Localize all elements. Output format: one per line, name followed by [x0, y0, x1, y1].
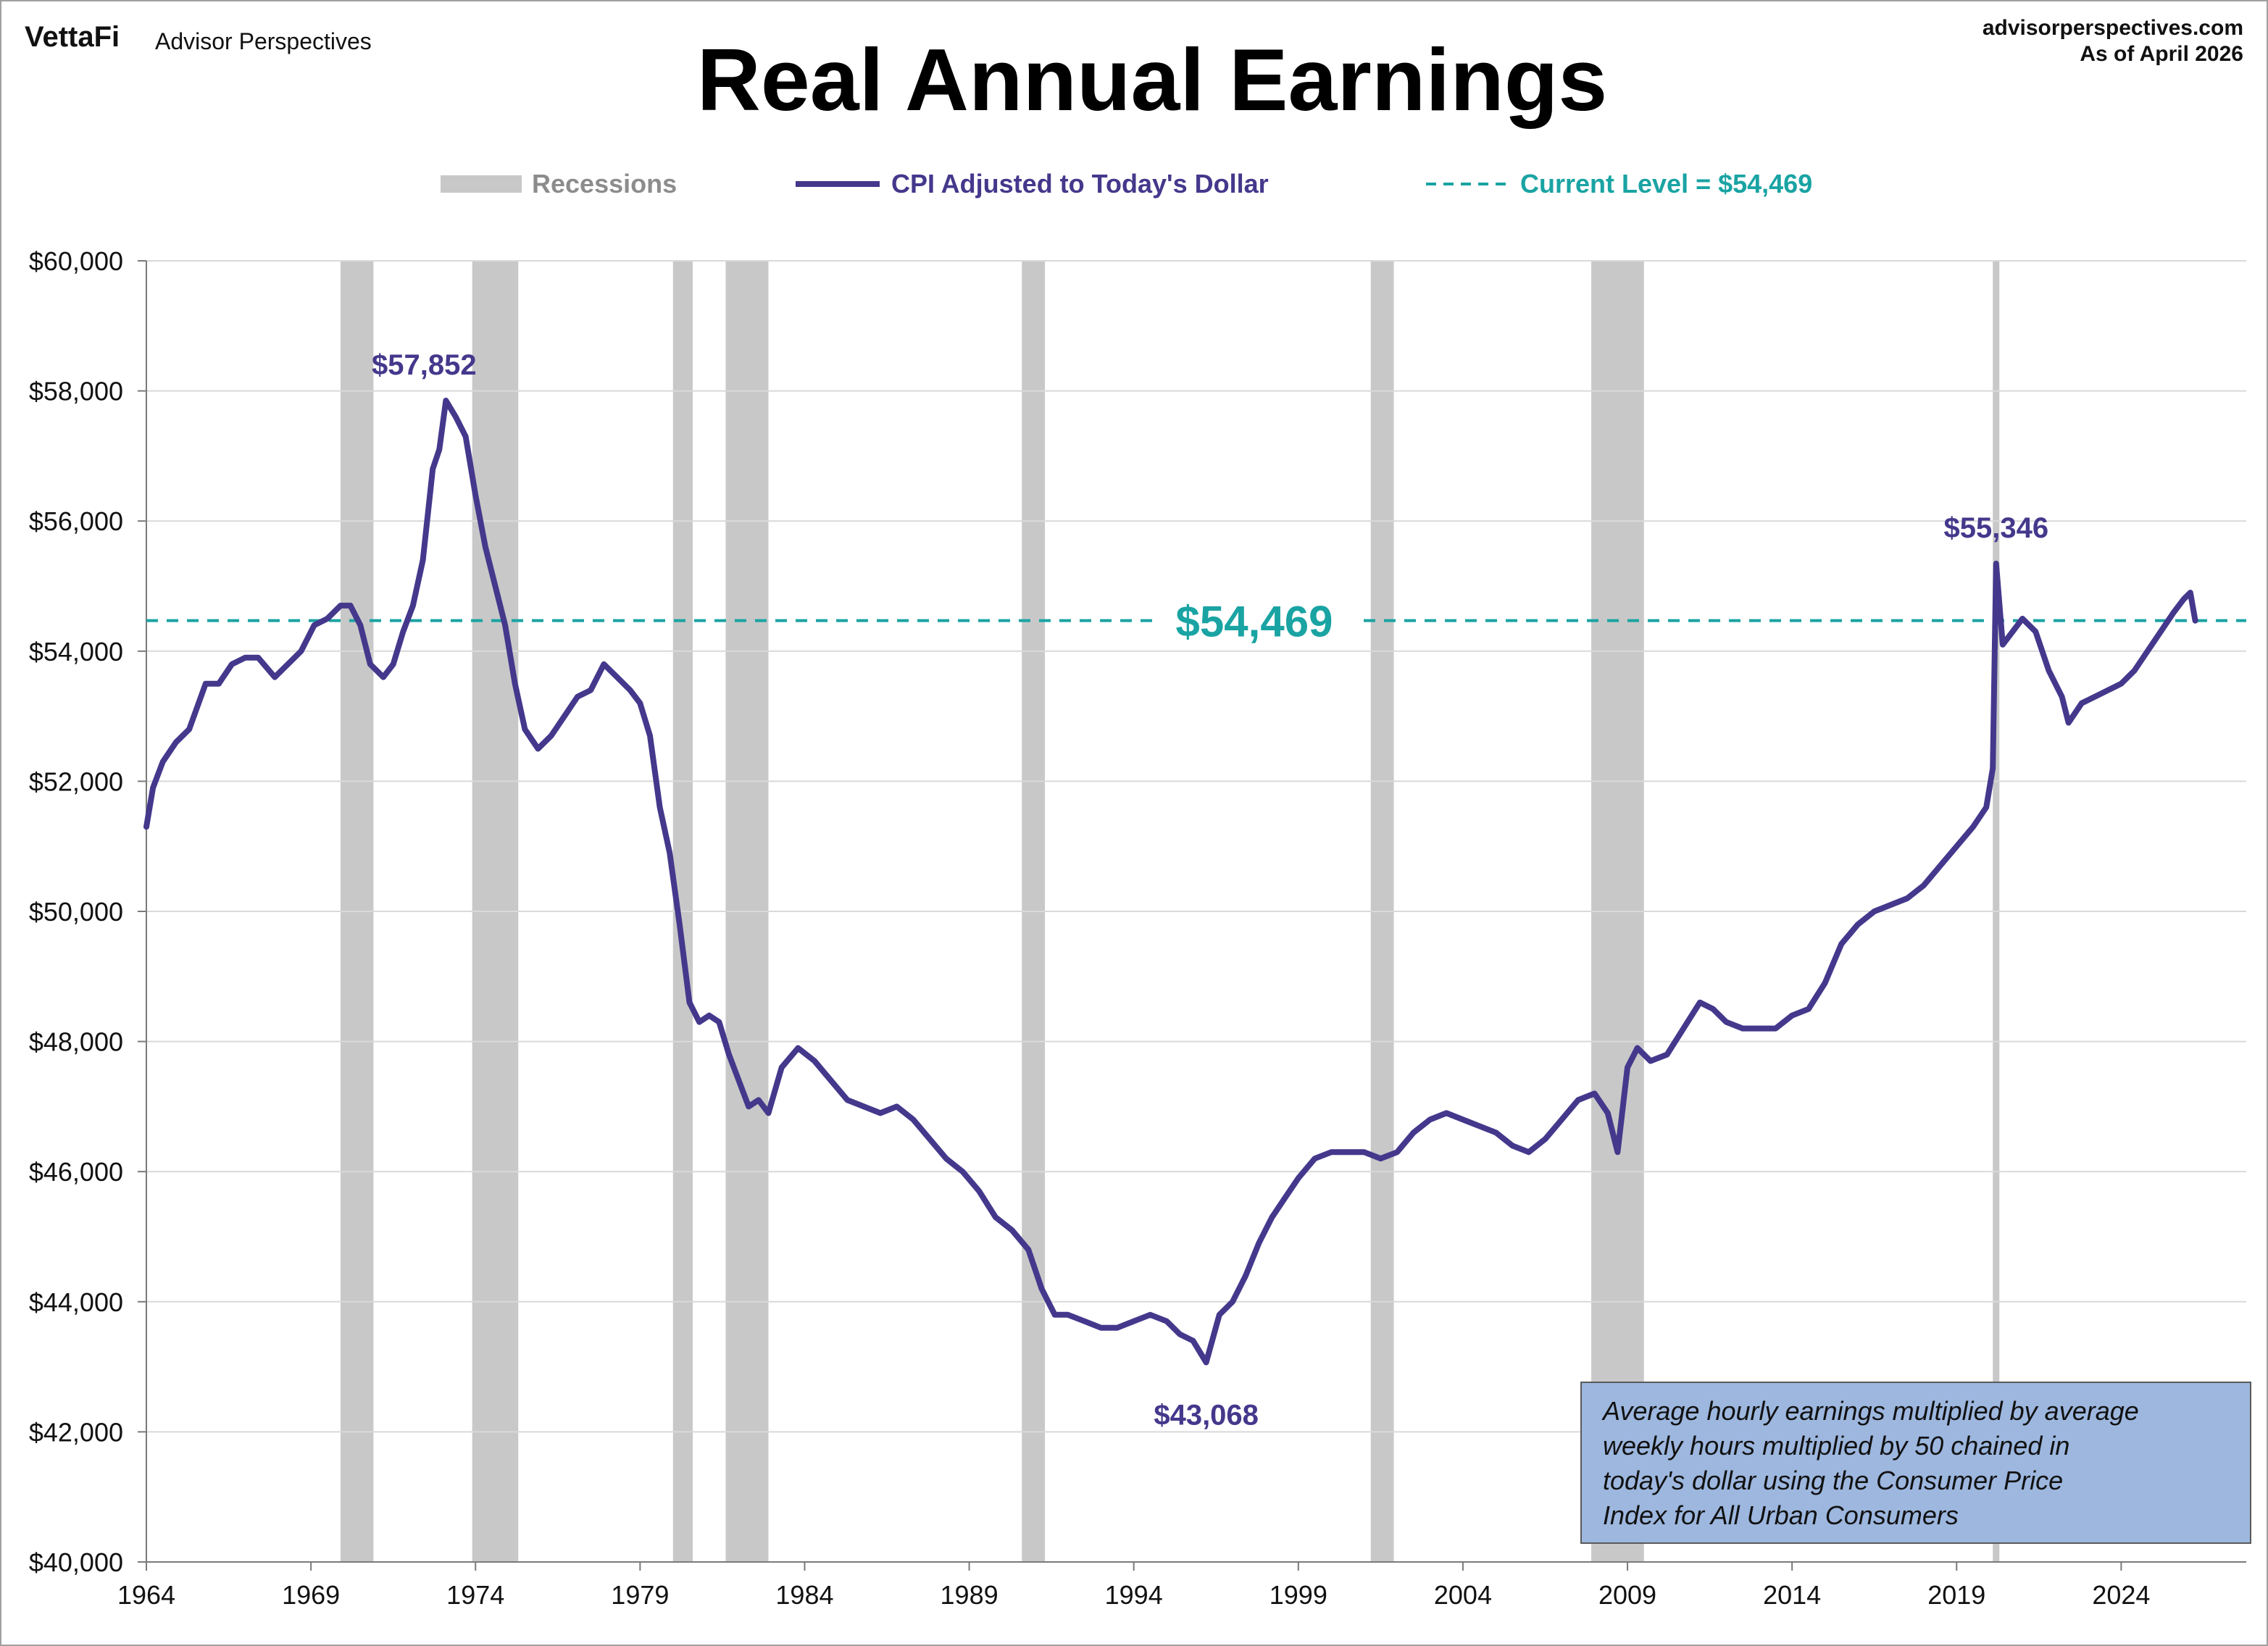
annotation-label-0: $57,852: [372, 349, 477, 381]
note-box: Average hourly earnings multiplied by av…: [1580, 1382, 2251, 1544]
chart-title: Real Annual Earnings: [697, 30, 1607, 129]
x-tick-label: 1964: [117, 1580, 175, 1610]
y-tick-label: $56,000: [29, 506, 123, 536]
current-level-label: $54,469: [1176, 598, 1333, 646]
current-level-group: $54,469: [146, 594, 2246, 647]
x-tick-label: 1974: [446, 1580, 504, 1610]
y-tick-label: $48,000: [29, 1027, 123, 1057]
annotation-label-1: $43,068: [1154, 1399, 1259, 1431]
series-line-0: [143, 397, 2198, 1366]
annotation-label-2: $55,346: [1943, 512, 2048, 544]
legend-recessions-label: Recessions: [532, 169, 677, 199]
y-tick-label: $54,000: [29, 637, 123, 667]
note-text: Average hourly earnings multiplied by av…: [1601, 1396, 2139, 1530]
note-line: today's dollar using the Consumer Price: [1603, 1466, 2063, 1495]
y-tick-label: $42,000: [29, 1417, 123, 1447]
x-tick-label: 1999: [1270, 1580, 1327, 1610]
x-tick-label: 2014: [1763, 1580, 1821, 1610]
as-of-date: As of April 2026: [2080, 42, 2243, 66]
legend-series-label: CPI Adjusted to Today's Dollar: [891, 169, 1269, 199]
y-tick-label: $46,000: [29, 1157, 123, 1187]
y-tick-label: $60,000: [29, 246, 123, 276]
x-tick-label: 2024: [2092, 1580, 2150, 1610]
legend-current-label: Current Level = $54,469: [1520, 169, 1812, 199]
advisor-perspectives-brand: Advisor Perspectives: [155, 28, 372, 54]
annotations: $57,852 $43,068 $55,346: [372, 349, 2048, 1432]
y-tick-label: $58,000: [29, 377, 123, 406]
y-tick-label: $40,000: [29, 1547, 123, 1577]
x-tick-label: 2004: [1434, 1580, 1492, 1610]
x-tick-label: 1994: [1105, 1580, 1163, 1610]
site-url: advisorperspectives.com: [1983, 16, 2243, 40]
x-tick-label: 1984: [775, 1580, 833, 1610]
note-line: Average hourly earnings multiplied by av…: [1601, 1396, 2139, 1426]
axes: $40,000 $42,000 $44,000 $46,000 $48,000 $50,0…: [29, 246, 2246, 1610]
legend-recessions-swatch: [441, 175, 522, 193]
note-line: Index for All Urban Consumers: [1603, 1500, 1959, 1530]
x-tick-label: 2019: [1927, 1580, 1985, 1610]
x-tick-label: 2009: [1598, 1580, 1656, 1610]
current-level-label-bg: [1153, 594, 1356, 647]
x-tick-label: 1979: [611, 1580, 669, 1610]
x-tick-label: 1969: [282, 1580, 340, 1610]
gridlines: [146, 260, 2246, 1433]
note-background: [1580, 1382, 2251, 1544]
x-tick-label: 1989: [941, 1580, 998, 1610]
legend: Recessions CPI Adjusted to Today's Dolla…: [441, 169, 1812, 199]
note-line: weekly hours multiplied by 50 chained in: [1603, 1431, 2069, 1461]
series-group: [143, 397, 2198, 1366]
y-tick-label: $50,000: [29, 897, 123, 927]
y-tick-label: $52,000: [29, 766, 123, 796]
y-tick-label: $44,000: [29, 1287, 123, 1317]
vettafi-logo: VettaFi: [25, 21, 120, 53]
